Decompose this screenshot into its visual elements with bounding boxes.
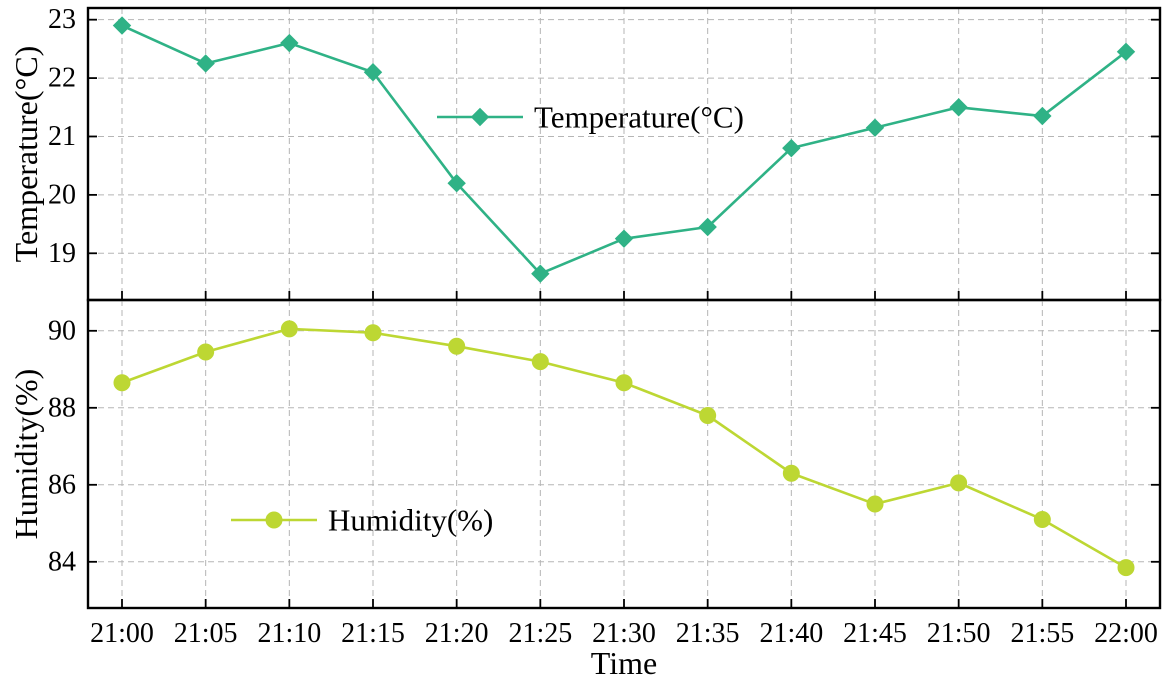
humidity-marker-legend (265, 511, 283, 529)
temperature-ytick-label: 22 (48, 63, 76, 94)
temperature-y-axis-label: Temperature(°C) (8, 46, 44, 263)
temperature-marker-6 (614, 229, 634, 248)
humidity-marker-10 (950, 474, 968, 492)
x-tick-label: 21:35 (676, 618, 740, 649)
humidity-marker-4 (448, 337, 466, 355)
x-tick-label: 21:10 (257, 618, 321, 649)
humidity-legend-label: Humidity(%) (328, 503, 493, 538)
humidity-marker-2 (280, 320, 298, 338)
temperature-marker-7 (698, 217, 717, 237)
temperature-marker-12 (1116, 42, 1136, 62)
humidity-legend: Humidity(%) (231, 503, 493, 538)
temperature-ytick-label: 20 (48, 179, 76, 210)
temperature-legend: Temperature(°C) (437, 100, 744, 135)
temperature-marker-1 (196, 54, 215, 73)
temperature-ytick-label: 21 (48, 121, 76, 152)
x-tick-label: 22:00 (1094, 618, 1158, 649)
x-tick-label: 21:30 (592, 618, 656, 649)
x-tick-label: 21:20 (425, 618, 489, 649)
humidity-marker-11 (1033, 510, 1051, 528)
temperature-ytick-label: 19 (48, 238, 76, 269)
temperature-marker-legend (470, 107, 490, 127)
humidity-marker-3 (364, 324, 382, 342)
humidity-ytick-label: 84 (48, 546, 76, 577)
temperature-marker-2 (280, 33, 299, 53)
x-axis-label: Time (591, 645, 657, 678)
x-tick-label: 21:25 (508, 618, 572, 649)
temperature-ytick-label: 23 (48, 4, 76, 35)
temperature-marker-4 (447, 173, 466, 193)
humidity-marker-7 (699, 407, 717, 424)
humidity-marker-12 (1117, 559, 1135, 577)
temperature-marker-9 (865, 118, 885, 137)
x-tick-label: 21:05 (174, 618, 238, 649)
humidity-ytick-label: 88 (48, 392, 76, 423)
humidity-marker-9 (866, 495, 884, 513)
humidity-marker-6 (615, 374, 633, 392)
temperature-marker-0 (112, 16, 132, 35)
temperature-marker-3 (363, 63, 383, 82)
temperature-marker-11 (1033, 106, 1052, 126)
temperature-marker-10 (949, 98, 968, 117)
x-tick-label: 21:50 (927, 618, 991, 649)
humidity-marker-8 (782, 464, 800, 482)
humidity-marker-1 (197, 343, 215, 361)
x-tick-label: 21:15 (341, 618, 405, 649)
temperature-marker-5 (531, 264, 550, 283)
humidity-marker-5 (531, 353, 549, 371)
humidity-ytick-label: 90 (48, 315, 76, 346)
humidity-marker-0 (113, 374, 131, 392)
x-tick-label: 21:00 (90, 618, 154, 649)
temperature-legend-label: Temperature(°C) (534, 100, 744, 135)
x-tick-label: 21:45 (843, 618, 907, 649)
humidity-ytick-label: 86 (48, 469, 76, 500)
humidity-y-axis-label: Humidity(%) (8, 369, 44, 540)
temperature-marker-8 (782, 138, 801, 158)
x-tick-label: 21:40 (759, 618, 823, 649)
x-tick-label: 21:55 (1010, 618, 1074, 649)
